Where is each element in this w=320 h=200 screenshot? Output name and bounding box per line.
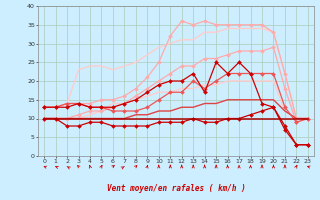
X-axis label: Vent moyen/en rafales ( km/h ): Vent moyen/en rafales ( km/h ) [107,184,245,193]
